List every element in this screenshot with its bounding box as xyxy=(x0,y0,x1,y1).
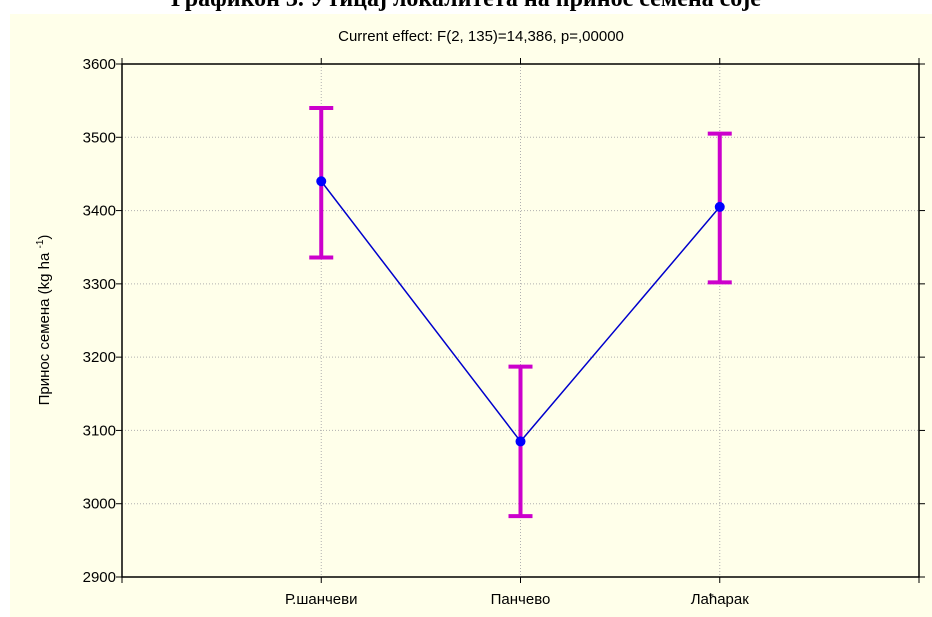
x-tick-label-1: Панчево xyxy=(491,591,551,608)
y-tick-label-2: 3100 xyxy=(83,422,116,439)
plot-frame xyxy=(121,63,920,578)
data-point-2 xyxy=(714,201,725,212)
y-tick-label-6: 3500 xyxy=(83,129,116,146)
chart-subtitle: Current effect: F(2, 135)=14,386, p=,000… xyxy=(338,28,624,45)
chart-panel xyxy=(10,14,932,617)
figure-caption: Графикон 3. Утицај локалитета на принос … xyxy=(0,0,932,11)
y-tick-label-0: 2900 xyxy=(83,569,116,586)
x-tick-label-2: Лаћарак xyxy=(691,591,750,608)
y-tick-label-4: 3300 xyxy=(83,276,116,293)
y-tick-label-3: 3200 xyxy=(83,349,116,366)
y-axis-label-superscript: -1 xyxy=(35,239,46,248)
y-axis-label: Принос семена (kg ha -1) xyxy=(35,235,53,406)
data-point-0 xyxy=(316,176,327,187)
x-axis-ticks: Р.шанчеви Панчево Лаћарак xyxy=(121,58,920,608)
y-tick-label-1: 3000 xyxy=(83,496,116,513)
y-tick-label-5: 3400 xyxy=(83,203,116,220)
data-point-1 xyxy=(515,436,526,447)
series-group xyxy=(309,105,732,519)
x-tick-label-0: Р.шанчеви xyxy=(285,591,358,608)
y-axis-ticks: 2900 3000 3100 3200 3300 3400 3500 3600 xyxy=(83,56,925,586)
grid xyxy=(122,64,919,577)
y-tick-label-7: 3600 xyxy=(83,56,116,73)
